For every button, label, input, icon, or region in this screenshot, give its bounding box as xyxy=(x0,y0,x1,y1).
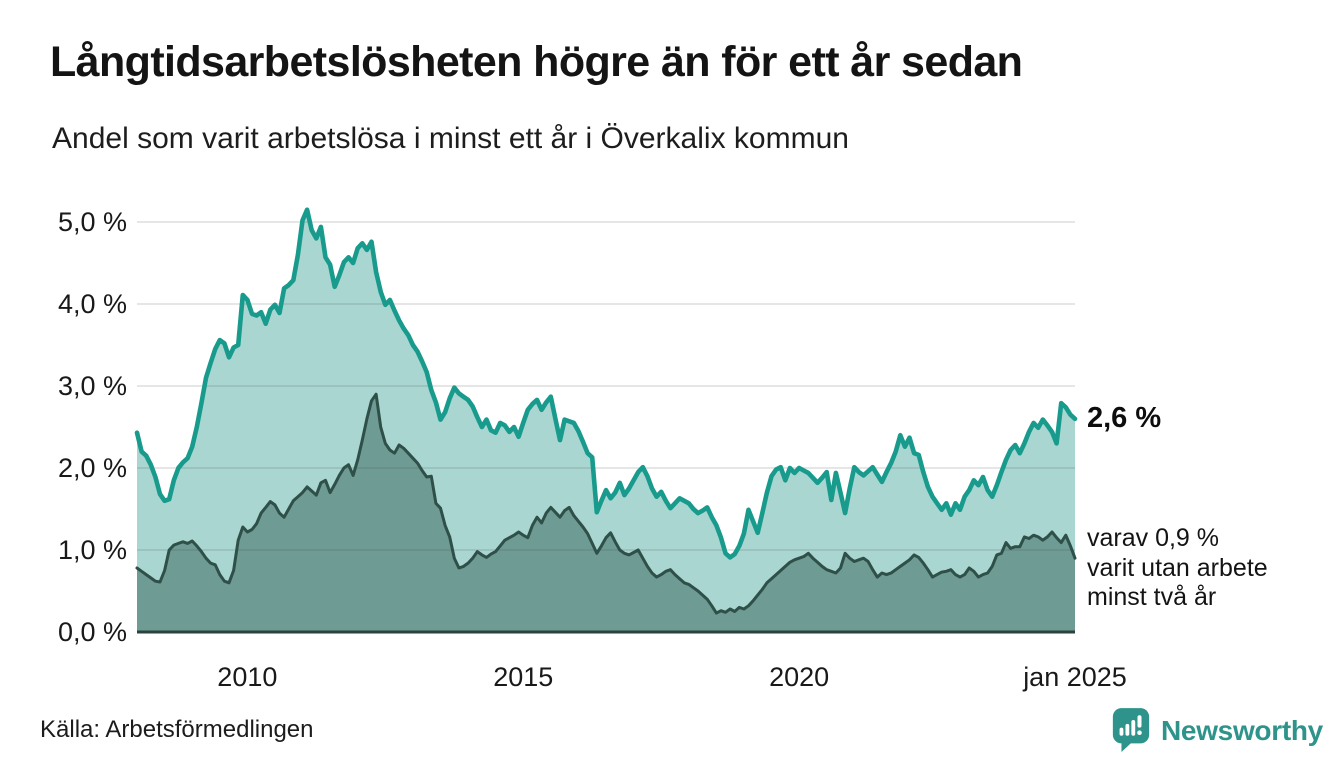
series2-end-value-line: minst två år xyxy=(1087,583,1217,611)
x-axis-tick-label: jan 2025 xyxy=(1023,662,1127,692)
series2-end-value-line: varit utan arbete xyxy=(1087,553,1268,582)
x-axis-tick-label: 2015 xyxy=(493,662,554,692)
y-axis-tick-label: 5,0 % xyxy=(57,207,127,237)
series1-end-value-label: 2,6 % xyxy=(1087,402,1162,434)
newsworthy-logo: Newsworthy xyxy=(1110,706,1323,756)
series2-end-value-label: varav 0,9 % varit utan arbete minst två … xyxy=(1087,524,1268,613)
source-note: Källa: Arbetsförmedlingen xyxy=(40,716,314,743)
x-axis-tick-label: 2010 xyxy=(217,662,278,692)
y-axis-tick-label: 2,0 % xyxy=(57,453,127,483)
series-2-line xyxy=(135,392,1077,615)
page-title: Långtidsarbetslösheten högre än för ett … xyxy=(50,38,1023,86)
page-subtitle: Andel som varit arbetslösa i minst ett å… xyxy=(52,122,849,155)
y-axis-tick-label: 1,0 % xyxy=(57,535,127,565)
series-1-line xyxy=(134,207,1078,560)
series2-end-value-line: varav 0,9 % xyxy=(1087,524,1220,552)
newsworthy-wordmark: Newsworthy xyxy=(1161,715,1323,746)
series-2-area xyxy=(137,394,1075,632)
y-axis-tick-label: 3,0 % xyxy=(57,371,127,401)
y-axis-tick-label: 4,0 % xyxy=(57,289,127,319)
x-axis-tick-label: 2020 xyxy=(769,662,830,692)
y-axis-tick-label: 0,0 % xyxy=(57,617,127,647)
newsworthy-bubble-chart-icon xyxy=(1112,708,1150,752)
